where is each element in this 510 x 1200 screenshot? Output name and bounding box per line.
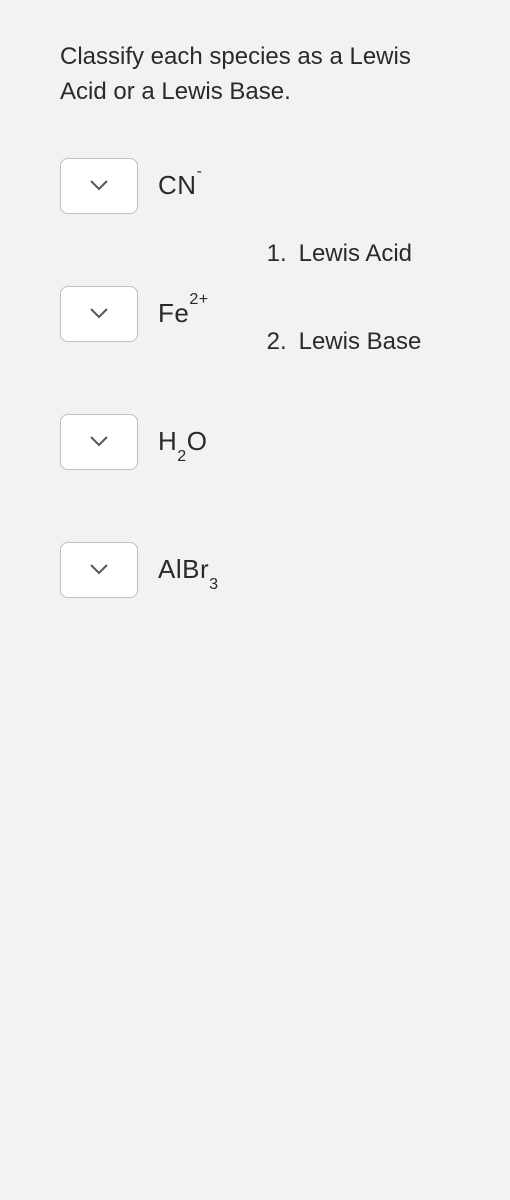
- species-row: H2O: [60, 414, 219, 470]
- option-item: 1. Lewis Acid: [267, 240, 422, 268]
- option-number: 1.: [267, 240, 287, 268]
- option-label: Lewis Base: [299, 328, 422, 356]
- species-row: AlBr3: [60, 542, 219, 598]
- classify-dropdown-3[interactable]: [60, 414, 138, 470]
- species-formula: CN-: [158, 170, 202, 201]
- species-formula: Fe2+: [158, 298, 209, 329]
- chevron-down-icon: [90, 305, 108, 323]
- classify-dropdown-2[interactable]: [60, 286, 138, 342]
- species-row: Fe2+: [60, 286, 219, 342]
- species-formula: AlBr3: [158, 554, 219, 585]
- classify-dropdown-4[interactable]: [60, 542, 138, 598]
- chevron-down-icon: [90, 177, 108, 195]
- option-label: Lewis Acid: [299, 240, 412, 268]
- classify-dropdown-1[interactable]: [60, 158, 138, 214]
- species-column: CN- Fe2+ H2O AlBr3: [60, 158, 219, 598]
- species-row: CN-: [60, 158, 219, 214]
- option-number: 2.: [267, 328, 287, 356]
- species-formula: H2O: [158, 426, 207, 457]
- content-row: CN- Fe2+ H2O AlBr3: [60, 158, 486, 598]
- option-item: 2. Lewis Base: [267, 328, 422, 356]
- options-column: 1. Lewis Acid 2. Lewis Base: [267, 158, 422, 356]
- instruction-text: Classify each species as a Lewis Acid or…: [60, 40, 450, 110]
- chevron-down-icon: [90, 433, 108, 451]
- chevron-down-icon: [90, 561, 108, 579]
